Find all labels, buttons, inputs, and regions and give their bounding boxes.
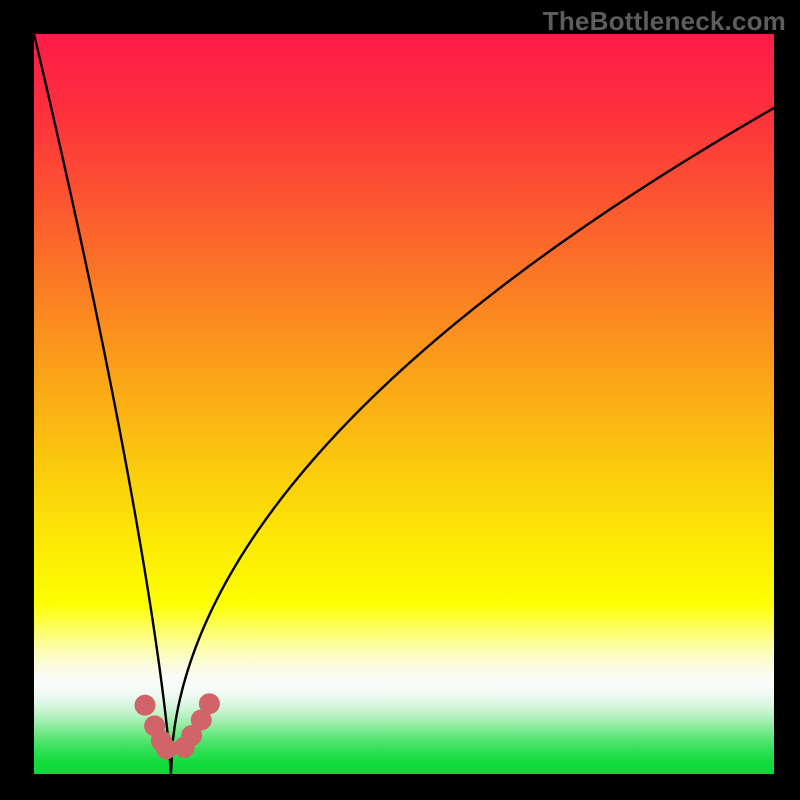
watermark-text: TheBottleneck.com	[543, 6, 786, 37]
marker-point	[199, 693, 220, 714]
marker-point	[156, 738, 177, 759]
plot-area	[34, 34, 774, 774]
plot-svg	[34, 34, 774, 774]
marker-point	[135, 695, 156, 716]
canvas-root: TheBottleneck.com	[0, 0, 800, 800]
gradient-background	[34, 34, 774, 774]
